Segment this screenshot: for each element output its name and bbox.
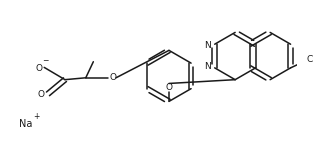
Text: −: −: [42, 56, 48, 65]
Text: Cl: Cl: [307, 55, 313, 64]
Text: O: O: [166, 83, 172, 92]
Text: O: O: [110, 73, 117, 82]
Text: Na: Na: [18, 119, 32, 129]
Text: +: +: [33, 112, 40, 121]
Text: O: O: [38, 90, 45, 99]
Text: O: O: [36, 64, 43, 73]
Text: N: N: [204, 62, 211, 71]
Text: N: N: [204, 41, 211, 50]
